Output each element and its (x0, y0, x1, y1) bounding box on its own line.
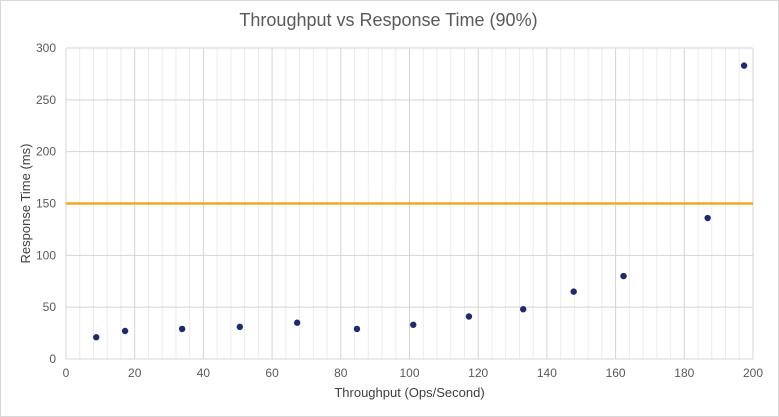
data-point (704, 214, 711, 222)
data-point (570, 288, 577, 295)
y-tick-label: 0 (49, 352, 56, 366)
x-tick-label: 60 (265, 366, 279, 380)
y-tick-label: 200 (36, 145, 56, 159)
y-tick-labels: 0 50 100 150 200 250 300 (36, 41, 56, 366)
data-point (465, 313, 473, 320)
data-point (93, 334, 100, 341)
data-point (121, 327, 129, 335)
data-point (620, 272, 627, 280)
data-point (740, 62, 748, 69)
x-tick-label: 100 (399, 366, 419, 380)
data-points (93, 62, 748, 341)
x-tick-label: 160 (606, 366, 626, 380)
y-tick-label: 250 (36, 93, 56, 107)
x-axis-title: Throughput (Ops/Second) (334, 385, 484, 400)
data-point (353, 325, 361, 333)
x-tick-label: 200 (743, 366, 763, 380)
x-tick-label: 40 (197, 366, 211, 380)
data-point (236, 323, 244, 331)
x-tick-label: 80 (334, 366, 348, 380)
y-tick-label: 300 (36, 41, 56, 55)
y-axis-title: Response Time (ms) (18, 144, 33, 264)
x-tick-label: 20 (128, 366, 142, 380)
data-point (178, 325, 186, 333)
data-point (410, 321, 417, 328)
data-point (293, 319, 301, 326)
y-tick-label: 50 (43, 300, 57, 314)
data-point (519, 306, 527, 313)
x-tick-label: 140 (537, 366, 557, 380)
x-tick-label: 180 (674, 366, 694, 380)
x-tick-labels: 0 20 40 60 80 100 120 140 160 180 200 (63, 366, 764, 380)
x-tick-label: 120 (468, 366, 488, 380)
chart-title: Throughput vs Response Time (90%) (239, 10, 538, 30)
x-tick-label: 0 (63, 366, 70, 380)
y-tick-label: 150 (36, 197, 56, 211)
y-tick-label: 100 (36, 248, 56, 262)
